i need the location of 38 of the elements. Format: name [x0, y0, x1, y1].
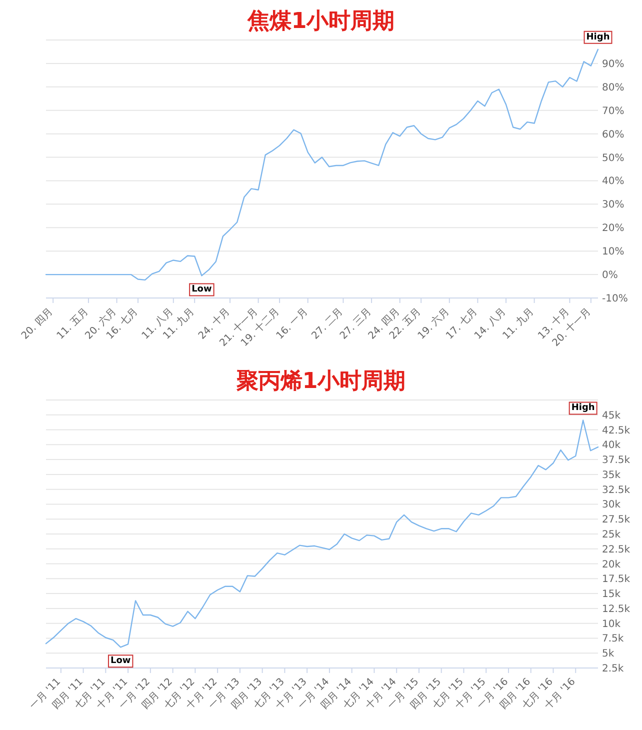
- y-tick-label: 5k: [602, 648, 614, 660]
- y-tick-label: 12.5k: [602, 604, 630, 615]
- y-tick-label: 15k: [602, 589, 621, 600]
- y-tick-label: 30%: [602, 200, 624, 211]
- y-tick-label: 40%: [602, 176, 624, 188]
- y-tick-label: 20k: [602, 559, 621, 570]
- y-tick-label: 10k: [602, 618, 621, 630]
- y-tick-label: 45k: [602, 410, 621, 422]
- x-tick-label: 20. 四月: [20, 306, 56, 342]
- y-tick-label: 10%: [602, 246, 624, 258]
- y-tick-label: 30k: [602, 500, 621, 511]
- y-tick-label: 80%: [602, 82, 624, 94]
- y-tick-label: 25k: [602, 530, 621, 540]
- y-tick-label: 42.5k: [602, 425, 630, 436]
- y-tick-label: 7.5k: [602, 634, 624, 645]
- y-tick-label: 40k: [602, 440, 621, 452]
- y-tick-label: 2.5k: [602, 664, 624, 674]
- y-tick-label: 20%: [602, 223, 624, 234]
- annotation: High: [571, 403, 595, 414]
- annotation: High: [586, 32, 610, 42]
- y-tick-label: 32.5k: [602, 484, 630, 496]
- y-tick-label: 70%: [602, 106, 624, 117]
- annotation: Low: [192, 284, 212, 295]
- y-tick-label: 35k: [602, 470, 621, 481]
- y-tick-label: 22.5k: [602, 544, 630, 556]
- y-tick-label: 17.5k: [602, 574, 630, 586]
- annotation: Low: [110, 656, 131, 666]
- line-series: [45, 48, 599, 281]
- chart-title: 聚丙烯1小时周期: [235, 369, 406, 394]
- line-series: [45, 420, 599, 648]
- chart-title: 焦煤1小时周期: [246, 9, 395, 34]
- y-tick-label: -10%: [602, 294, 628, 304]
- y-tick-label: 90%: [602, 58, 624, 70]
- y-tick-label: 60%: [602, 129, 624, 140]
- y-tick-label: 0%: [602, 270, 618, 282]
- y-tick-label: 27.5k: [602, 514, 630, 526]
- y-tick-label: 50%: [602, 152, 624, 164]
- y-tick-label: 37.5k: [602, 455, 630, 466]
